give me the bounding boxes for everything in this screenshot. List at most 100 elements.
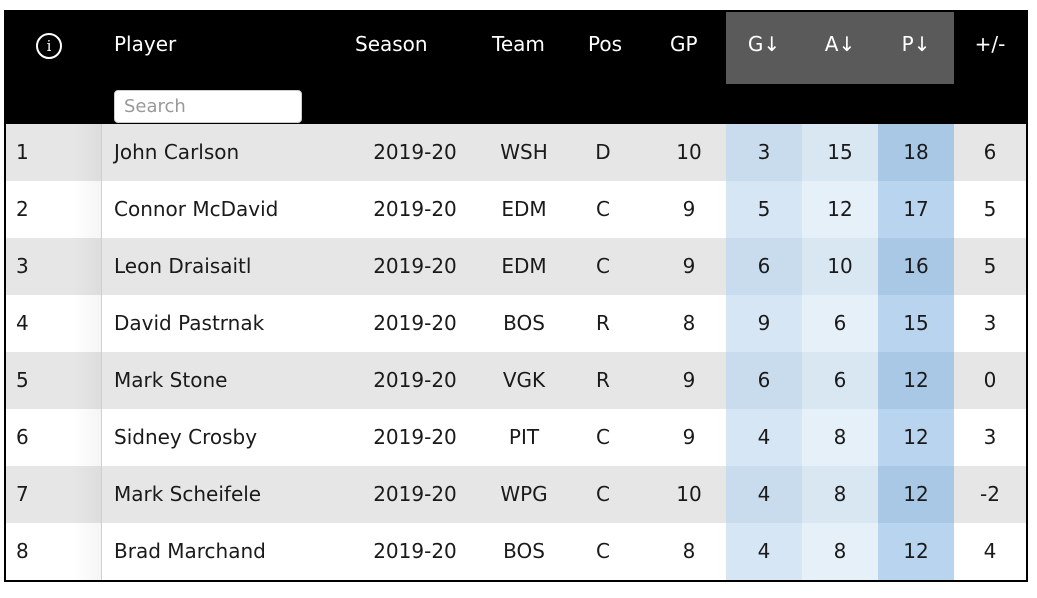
table-row[interactable]: 2 Connor McDavid 2019-20 EDM C 9 5 12 17 5	[6, 181, 1026, 238]
player-cell: David Pastrnak	[114, 311, 265, 335]
rank-cell: 4	[6, 295, 102, 352]
team-cell: WSH	[500, 140, 548, 164]
plusminus-cell: 5	[983, 197, 997, 221]
header-assists-label: A↓	[824, 32, 856, 56]
team-cell: BOS	[503, 311, 545, 335]
header-pos[interactable]: Pos	[588, 12, 638, 124]
pos-cell: C	[596, 539, 610, 563]
points-cell: 17	[878, 181, 954, 238]
rank-cell: 1	[6, 124, 102, 181]
plusminus-cell: 3	[983, 425, 997, 449]
goals-cell: 4	[726, 466, 802, 523]
assists-cell: 12	[802, 181, 878, 238]
goals-cell: 4	[726, 523, 802, 580]
gp-cell: 9	[682, 254, 696, 278]
header-plusminus-label: +/-	[974, 32, 1006, 56]
header-goals-label: G↓	[747, 32, 781, 56]
pos-cell: D	[595, 140, 611, 164]
assists-cell: 10	[802, 238, 878, 295]
gp-cell: 9	[682, 425, 696, 449]
season-cell: 2019-20	[373, 311, 457, 335]
stats-table: i Player Season Team Pos GP G↓ A↓ P↓ +/-…	[4, 10, 1028, 582]
assists-cell: 8	[802, 409, 878, 466]
table-body: 1 John Carlson 2019-20 WSH D 10 3 15 18 6 2 Connor …	[6, 124, 1026, 580]
gp-cell: 10	[676, 140, 702, 164]
table-row[interactable]: 3 Leon Draisaitl 2019-20 EDM C 9 6 10 16 5	[6, 238, 1026, 295]
rank-cell: 7	[6, 466, 102, 523]
team-cell: WPG	[500, 482, 548, 506]
search-input[interactable]	[114, 90, 302, 123]
pos-cell: R	[596, 368, 610, 392]
season-cell: 2019-20	[373, 254, 457, 278]
assists-cell: 15	[802, 124, 878, 181]
pos-cell: C	[596, 425, 610, 449]
points-cell: 12	[878, 352, 954, 409]
plusminus-cell: 0	[983, 368, 997, 392]
header-goals-sort[interactable]: G↓	[726, 12, 802, 84]
plusminus-cell: -2	[980, 482, 1000, 506]
info-icon[interactable]: i	[36, 33, 62, 59]
assists-cell: 8	[802, 466, 878, 523]
header-team-label: Team	[492, 32, 545, 56]
plusminus-cell: 4	[983, 539, 997, 563]
points-cell: 16	[878, 238, 954, 295]
goals-cell: 6	[726, 238, 802, 295]
team-cell: BOS	[503, 539, 545, 563]
team-cell: EDM	[501, 254, 547, 278]
pos-cell: C	[596, 254, 610, 278]
gp-cell: 9	[682, 368, 696, 392]
table-row[interactable]: 8 Brad Marchand 2019-20 BOS C 8 4 8 12 4	[6, 523, 1026, 580]
player-cell: Mark Scheifele	[114, 482, 262, 506]
header-gp[interactable]: GP	[670, 12, 720, 124]
gp-cell: 9	[682, 197, 696, 221]
plusminus-cell: 6	[983, 140, 997, 164]
assists-cell: 6	[802, 295, 878, 352]
plusminus-cell: 3	[983, 311, 997, 335]
header-season-label: Season	[355, 32, 428, 56]
header-player-label: Player	[114, 32, 177, 56]
rank-cell: 5	[6, 352, 102, 409]
points-cell: 12	[878, 409, 954, 466]
points-cell: 12	[878, 466, 954, 523]
pos-cell: C	[596, 197, 610, 221]
header-assists-sort[interactable]: A↓	[802, 12, 878, 84]
table-row[interactable]: 1 John Carlson 2019-20 WSH D 10 3 15 18 6	[6, 124, 1026, 181]
goals-cell: 6	[726, 352, 802, 409]
goals-cell: 4	[726, 409, 802, 466]
rank-cell: 2	[6, 181, 102, 238]
table-row[interactable]: 7 Mark Scheifele 2019-20 WPG C 10 4 8 12 -2	[6, 466, 1026, 523]
pos-cell: C	[596, 482, 610, 506]
player-cell: Connor McDavid	[114, 197, 279, 221]
header-pos-label: Pos	[588, 32, 623, 56]
rank-cell: 6	[6, 409, 102, 466]
table-row[interactable]: 5 Mark Stone 2019-20 VGK R 9 6 6 12 0	[6, 352, 1026, 409]
header-gp-label: GP	[670, 32, 698, 56]
season-cell: 2019-20	[373, 482, 457, 506]
table-row[interactable]: 6 Sidney Crosby 2019-20 PIT C 9 4 8 12 3	[6, 409, 1026, 466]
player-cell: Brad Marchand	[114, 539, 266, 563]
assists-cell: 8	[802, 523, 878, 580]
goals-cell: 5	[726, 181, 802, 238]
plusminus-cell: 5	[983, 254, 997, 278]
table-header: i Player Season Team Pos GP G↓ A↓ P↓ +/-	[6, 12, 1026, 124]
player-cell: John Carlson	[114, 140, 240, 164]
table-row[interactable]: 4 David Pastrnak 2019-20 BOS R 8 9 6 15 3	[6, 295, 1026, 352]
rank-cell: 8	[6, 523, 102, 580]
header-player[interactable]: Player	[114, 12, 344, 124]
player-cell: Mark Stone	[114, 368, 228, 392]
header-points-sort[interactable]: P↓	[878, 12, 954, 84]
season-cell: 2019-20	[373, 425, 457, 449]
season-cell: 2019-20	[373, 368, 457, 392]
goals-cell: 3	[726, 124, 802, 181]
pos-cell: R	[596, 311, 610, 335]
player-cell: Leon Draisaitl	[114, 254, 252, 278]
assists-cell: 6	[802, 352, 878, 409]
header-points-label: P↓	[901, 32, 931, 56]
season-cell: 2019-20	[373, 140, 457, 164]
header-season[interactable]: Season	[355, 12, 455, 124]
header-team[interactable]: Team	[492, 12, 562, 124]
team-cell: PIT	[508, 425, 540, 449]
header-plusminus[interactable]: +/-	[954, 12, 1026, 124]
season-cell: 2019-20	[373, 197, 457, 221]
player-cell: Sidney Crosby	[114, 425, 258, 449]
